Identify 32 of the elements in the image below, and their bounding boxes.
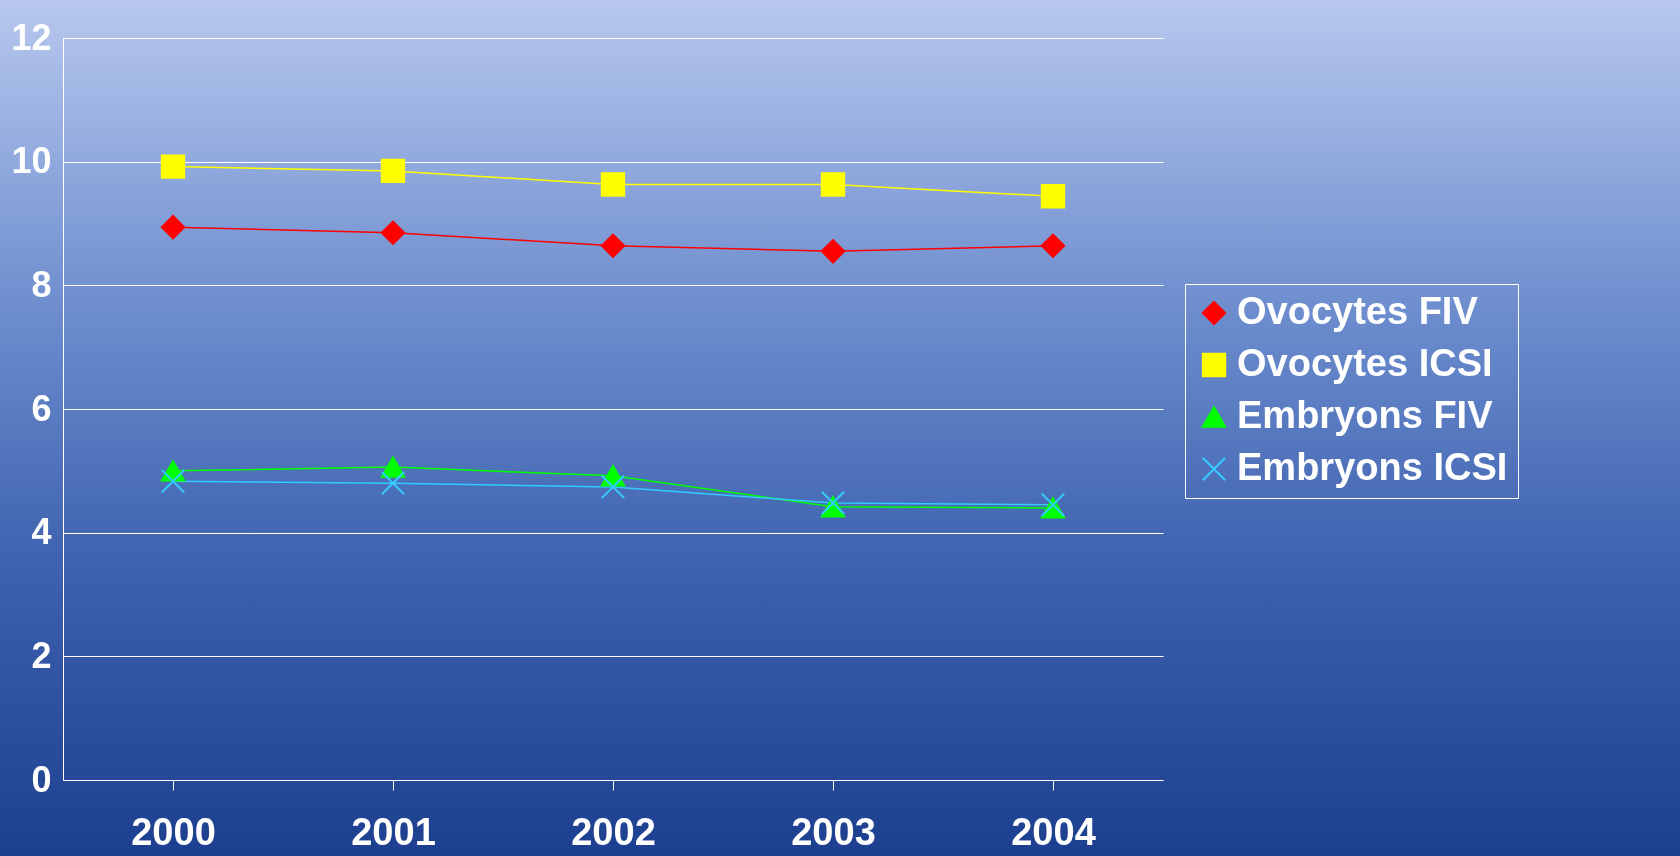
x-tick-label: 2002 bbox=[571, 810, 656, 853]
y-tick-label: 8 bbox=[31, 263, 52, 305]
y-tick-label: 6 bbox=[31, 387, 52, 429]
point bbox=[160, 154, 186, 179]
x-tick-label: 2000 bbox=[131, 810, 216, 853]
point bbox=[600, 172, 626, 197]
point bbox=[380, 456, 406, 478]
x-tick-label: 2003 bbox=[791, 810, 876, 853]
point bbox=[600, 233, 626, 258]
x-tick-label: 2004 bbox=[1011, 810, 1096, 853]
y-tick-label: 4 bbox=[31, 511, 52, 553]
point bbox=[160, 215, 186, 240]
point bbox=[820, 239, 846, 264]
point bbox=[600, 474, 626, 500]
y-tick-label: 2 bbox=[31, 634, 52, 676]
legend-label: Embryons FIV bbox=[1237, 394, 1494, 436]
legend-label: Ovocytes FIV bbox=[1237, 290, 1479, 332]
legend-label: Embryons ICSI bbox=[1237, 446, 1508, 488]
y-tick-label: 10 bbox=[11, 140, 52, 182]
point bbox=[1040, 492, 1066, 518]
point bbox=[160, 469, 186, 494]
point bbox=[380, 158, 406, 184]
x-tick-label: 2001 bbox=[351, 810, 436, 853]
y-tick-label: 0 bbox=[31, 758, 52, 800]
y-tick-label: 12 bbox=[11, 16, 52, 58]
point bbox=[1040, 184, 1066, 209]
point bbox=[380, 471, 406, 496]
point bbox=[820, 172, 846, 197]
legend-label: Ovocytes ICSI bbox=[1237, 342, 1493, 384]
point bbox=[820, 490, 846, 516]
point bbox=[1040, 233, 1066, 258]
point bbox=[380, 220, 406, 245]
